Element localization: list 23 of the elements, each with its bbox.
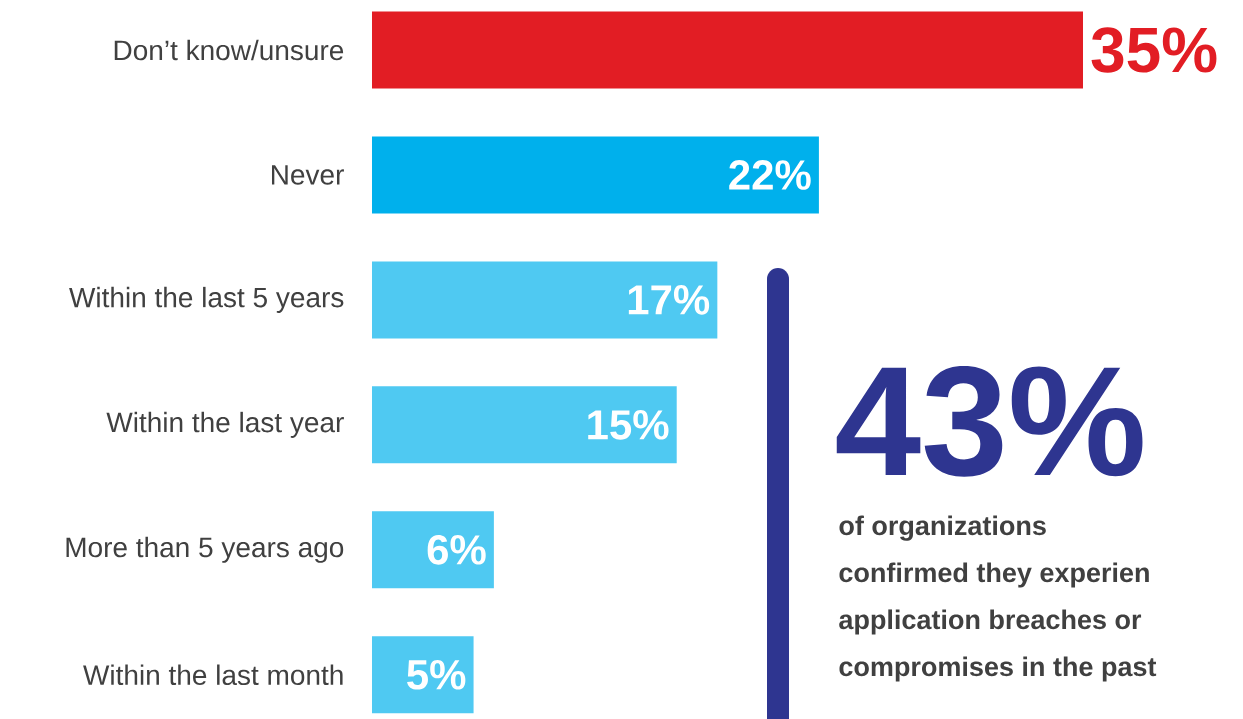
- data-label: 22%: [729, 160, 811, 190]
- data-label: 17%: [628, 285, 710, 315]
- bar: [372, 261, 718, 339]
- bar: [372, 636, 474, 714]
- y-tick-label: Never: [272, 165, 344, 185]
- y-tick-label: Within the last year: [106, 411, 344, 438]
- bar: [372, 11, 1083, 89]
- y-tick-label: Don’t know/unsure: [114, 39, 344, 61]
- bar: [372, 136, 819, 214]
- data-label: 5%: [407, 659, 466, 690]
- y-tick-label: Within the last 5 years: [69, 286, 344, 313]
- y-tick-label: Within the last month: [83, 664, 343, 686]
- annotation: application breaches or: [839, 609, 1142, 635]
- annotation: of organizations: [839, 515, 1046, 541]
- data-label: 15%: [588, 410, 669, 440]
- data-label: 35%: [1091, 27, 1217, 73]
- annotation: 43%: [836, 366, 1143, 477]
- data-label: 6%: [427, 534, 486, 565]
- annotation: confirmed they experien: [839, 562, 1149, 588]
- y-tick-label: More than 5 years ago: [66, 536, 344, 563]
- annotation: compromises in the past: [839, 656, 1157, 682]
- bar: [372, 511, 494, 589]
- bar: [372, 386, 677, 464]
